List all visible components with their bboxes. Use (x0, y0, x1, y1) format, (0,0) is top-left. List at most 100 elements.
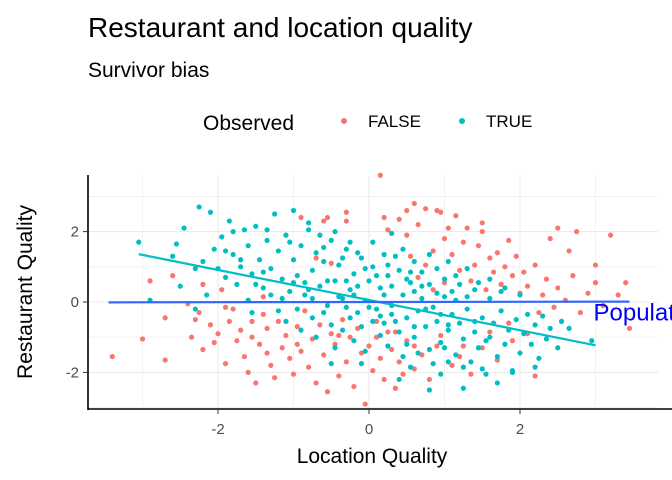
point-false (551, 304, 557, 310)
point-false (306, 364, 312, 370)
point-false (430, 248, 436, 254)
point-true (283, 318, 289, 324)
point-false (351, 383, 357, 390)
point-false (555, 285, 561, 291)
point-true (460, 364, 466, 370)
point-false (389, 346, 395, 353)
point-true (460, 385, 466, 391)
point-false (479, 229, 485, 235)
point-false (449, 251, 455, 258)
point-true (256, 257, 263, 263)
point-true (358, 361, 365, 367)
point-false (404, 232, 410, 238)
point-false (483, 287, 489, 293)
point-false (268, 362, 274, 368)
point-false (321, 218, 327, 224)
point-false (608, 232, 614, 238)
point-true (238, 257, 244, 263)
point-false (498, 281, 504, 287)
point-false (479, 345, 485, 351)
point-true (230, 229, 236, 235)
point-true (441, 276, 448, 282)
point-true (272, 211, 278, 217)
point-true (370, 318, 376, 324)
point-false (509, 338, 516, 344)
point-true (309, 295, 315, 302)
point-false (430, 287, 436, 293)
annotations: Population (594, 300, 672, 327)
point-true (290, 207, 297, 214)
point-true (219, 234, 225, 240)
point-false (245, 369, 251, 375)
point-false (577, 309, 584, 316)
legend: Observed FALSE TRUE (203, 112, 532, 135)
point-true (475, 280, 482, 286)
point-false (294, 341, 300, 347)
point-false (302, 308, 308, 314)
point-true (294, 273, 300, 279)
point-false (472, 262, 478, 268)
point-true (253, 223, 259, 229)
point-false (234, 338, 240, 344)
point-true (445, 258, 451, 265)
point-true (287, 288, 293, 295)
point-true (404, 341, 410, 347)
point-false (253, 380, 259, 386)
point-false (260, 294, 266, 300)
point-false (543, 276, 550, 282)
point-true (268, 292, 274, 298)
point-true (366, 278, 372, 284)
point-true (177, 283, 183, 289)
point-true (509, 369, 516, 375)
point-true (457, 281, 463, 287)
point-true (332, 229, 338, 235)
point-true (389, 283, 395, 289)
point-true (411, 288, 417, 295)
point-false (415, 274, 421, 280)
gridlines (88, 175, 658, 409)
point-false (506, 237, 512, 243)
y-tick-label: 0 (71, 294, 79, 311)
point-false (396, 216, 402, 222)
point-true (328, 237, 334, 243)
point-true (400, 353, 406, 360)
point-true (411, 334, 417, 340)
y-tick-label: -2 (66, 364, 79, 381)
point-false (272, 375, 278, 381)
point-true (222, 274, 229, 280)
point-true (438, 371, 444, 377)
point-true (317, 232, 323, 238)
point-false (464, 225, 470, 231)
legend-label-false: FALSE (368, 112, 421, 131)
point-true (328, 361, 334, 367)
point-false (298, 214, 304, 221)
point-true (589, 338, 595, 344)
point-false (264, 325, 270, 331)
point-false (196, 309, 202, 316)
point-true (460, 336, 466, 342)
point-false (570, 273, 576, 279)
point-true (555, 345, 561, 351)
point-false (343, 359, 349, 365)
point-true (279, 295, 285, 302)
annotation-population: Population (594, 300, 672, 327)
point-true (498, 308, 504, 314)
point-true (355, 250, 361, 256)
point-false (468, 278, 474, 284)
point-true (419, 283, 425, 289)
point-true (513, 317, 519, 323)
point-false (566, 248, 572, 254)
point-true (415, 350, 421, 356)
point-true (260, 269, 266, 275)
point-false (438, 332, 444, 339)
point-true (483, 338, 489, 344)
point-true (306, 227, 312, 233)
point-true (494, 380, 500, 386)
point-true (407, 280, 414, 286)
point-true (426, 346, 432, 353)
point-true (464, 265, 470, 272)
point-true (407, 269, 414, 275)
point-false (139, 336, 146, 342)
point-false (449, 362, 455, 368)
point-true (479, 315, 485, 321)
